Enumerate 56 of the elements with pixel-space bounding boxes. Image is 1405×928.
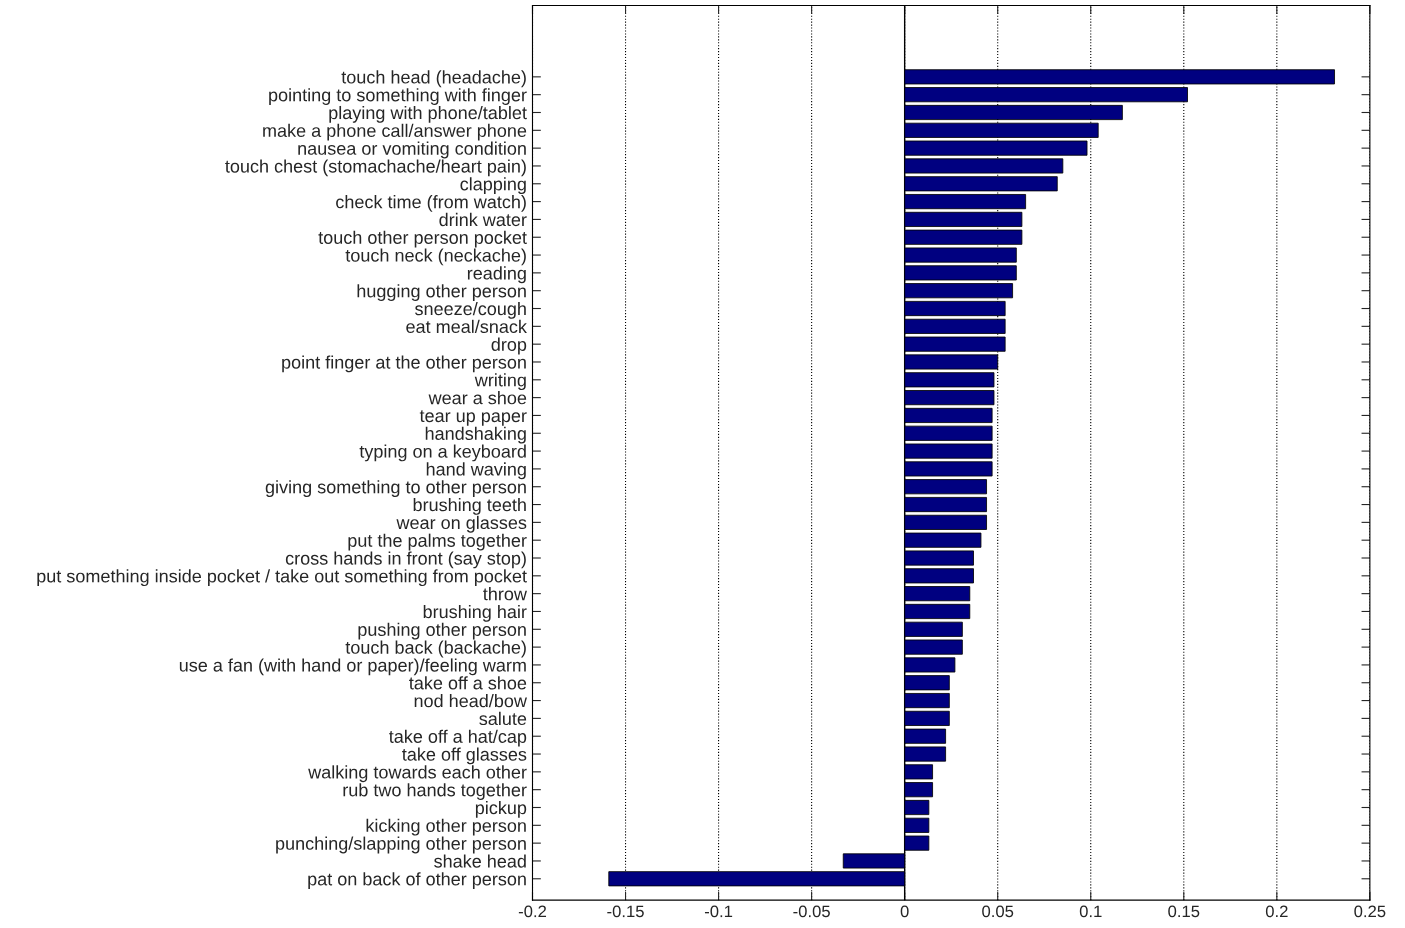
y-tick-label: kicking other person (366, 818, 526, 836)
y-tick-label: check time (from watch) (336, 195, 526, 212)
y-tick-label: make a phone call/answer phone (263, 123, 527, 141)
y-tick-label: pushing other person (358, 622, 526, 640)
y-tick-label: pointing to something with finger (269, 88, 527, 105)
y-tick-label: take off a hat/cap (389, 729, 527, 747)
y-tick-label: drop (491, 337, 527, 355)
y-tick-label: giving something to other person (265, 480, 526, 498)
y-tick-label: reading (467, 266, 526, 284)
y-tick-label: nod head/bow (414, 694, 527, 708)
y-tick-label: touch chest (stomachache/heart pain) (225, 159, 526, 177)
y-tick-label: walking towards each other (308, 765, 527, 783)
y-tick-label: put something inside pocket / take out something from pocket (37, 569, 527, 587)
x-tick-label: 0.2 (1265, 905, 1288, 918)
y-tick-label: put the palms together (348, 533, 527, 551)
y-tick-label: cross hands in front (say stop) (285, 551, 526, 569)
y-tick-label: touch neck (neckache) (345, 248, 526, 266)
x-tick-label: -0.1 (704, 905, 733, 918)
y-tick-label: brushing hair (423, 604, 527, 622)
y-tick-label: hugging other person (357, 284, 526, 301)
y-tick-label: wear a shoe (428, 391, 527, 405)
y-tick-label: brushing teeth (413, 498, 526, 515)
y-tick-label: touch head (headache) (341, 70, 526, 88)
y-tick-label: eat meal/snack (406, 319, 527, 334)
x-tick-label: 0.25 (1354, 905, 1386, 918)
y-tick-label: pat on back of other person (308, 872, 526, 890)
y-tick-label: punching/slapping other person (276, 836, 526, 854)
y-tick-label: take off glasses (402, 747, 527, 765)
y-tick-label: handshaking (425, 426, 526, 444)
y-tick-label: salute (479, 711, 527, 726)
x-tick-label: -0.05 (793, 905, 830, 918)
y-tick-label: take off a shoe (409, 676, 527, 690)
y-tick-label: throw (483, 587, 527, 601)
x-tick-label: 0 (900, 905, 909, 918)
y-tick-label: drink water (439, 212, 527, 227)
x-tick-label: 0.05 (982, 905, 1014, 918)
y-tick-label: writing (474, 373, 526, 391)
y-tick-label: point finger at the other person (282, 355, 526, 373)
y-tick-label: wear on glasses (396, 515, 527, 533)
y-tick-label: tear up paper (419, 410, 527, 426)
y-tick-label: rub two hands together (343, 783, 527, 800)
y-tick-label: playing with phone/tablet (329, 105, 527, 123)
y-tick-label: shake head (434, 854, 526, 868)
y-tick-label: touch back (backache) (345, 640, 526, 658)
x-tick-label: -0.2 (518, 905, 547, 918)
x-tick-label: -0.15 (607, 905, 644, 918)
y-tick-label: nausea or vomiting condition (298, 141, 526, 159)
y-tick-label: clapping (460, 177, 526, 195)
y-tick-label: sneeze/cough (415, 301, 526, 319)
y-tick-label: hand waving (426, 462, 526, 480)
y-tick-label: use a fan (with hand or paper)/feeling warm (179, 658, 526, 676)
x-tick-label: 0.15 (1168, 905, 1200, 918)
y-tick-label: touch other person pocket (318, 230, 527, 248)
y-tick-label: pickup (475, 800, 527, 818)
y-tick-label: typing on a keyboard (359, 444, 526, 462)
x-tick-label: 0.1 (1079, 905, 1102, 918)
